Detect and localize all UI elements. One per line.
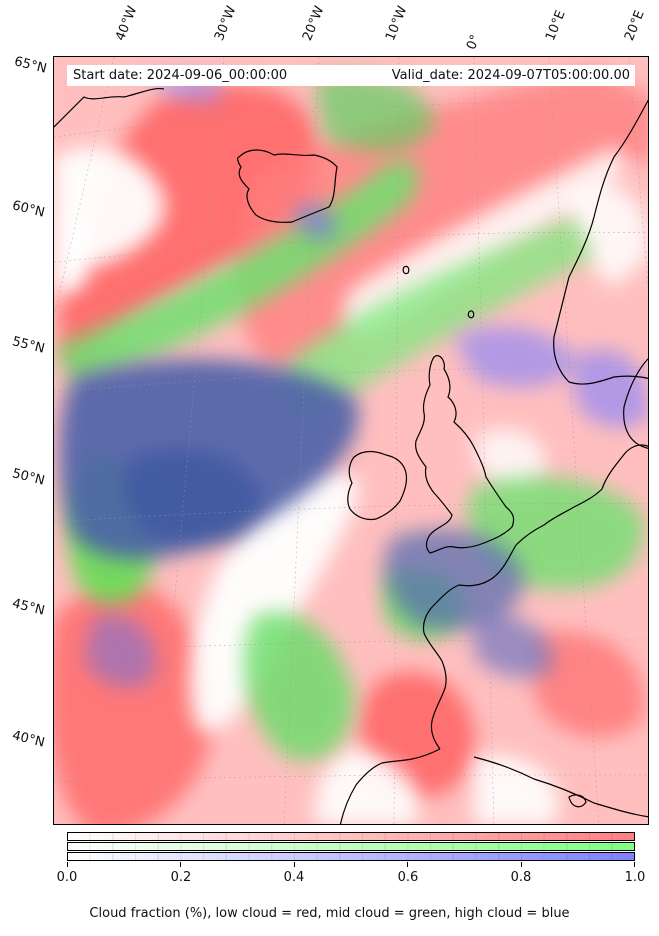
lat-label-55n: 55°N [10, 334, 47, 357]
valid-date-label: Valid_date: 2024-09-07T05:00:00.00 [391, 68, 630, 83]
cloud-map-canvas [54, 57, 648, 824]
colorbar-tick [634, 862, 635, 867]
lon-label-10w: 10°W [383, 4, 411, 43]
colorbar-tick-label: 0.4 [283, 870, 305, 885]
lat-label-40n: 40°N [10, 728, 47, 751]
lon-label-20e: 20°E [622, 8, 648, 43]
colorbar: 0.0 0.2 0.4 0.6 0.8 1.0 [57, 832, 645, 885]
start-date-label: Start date: 2024-09-06_00:00:00 [73, 68, 288, 83]
lon-label-10e: 10°E [543, 8, 569, 43]
colorbar-tick-label: 0.0 [56, 870, 78, 885]
colorbar-tick-label: 1.0 [624, 870, 646, 885]
lon-label-40w: 40°W [113, 4, 141, 43]
colorbar-tick-label: 0.6 [397, 870, 419, 885]
colorbar-mid-cloud [67, 842, 635, 851]
colorbar-tick [294, 862, 295, 867]
colorbar-tick [521, 862, 522, 867]
lon-label-0: 0° [464, 32, 484, 52]
graticule [54, 57, 648, 824]
lat-label-50n: 50°N [10, 466, 47, 489]
colorbar-tick-label: 0.8 [510, 870, 532, 885]
colorbar-tick [180, 862, 181, 867]
colorbar-tick [407, 862, 408, 867]
lon-label-30w: 30°W [212, 4, 240, 43]
lon-label-20w: 20°W [300, 4, 328, 43]
colorbar-tick [67, 862, 68, 867]
lat-label-65n: 65°N [12, 54, 49, 77]
colorbar-tick-label: 0.2 [170, 870, 192, 885]
colorbar-caption: Cloud fraction (%), low cloud = red, mid… [89, 906, 570, 921]
colorbar-high-cloud [67, 852, 635, 861]
colorbar-ticks [67, 862, 635, 870]
lat-label-60n: 60°N [10, 198, 47, 221]
date-info-bar: Start date: 2024-09-06_00:00:00 Valid_da… [67, 65, 635, 86]
lat-label-45n: 45°N [10, 596, 47, 619]
colorbar-low-cloud [67, 832, 635, 841]
coastlines [54, 87, 648, 824]
cloud-map[interactable] [53, 56, 649, 825]
